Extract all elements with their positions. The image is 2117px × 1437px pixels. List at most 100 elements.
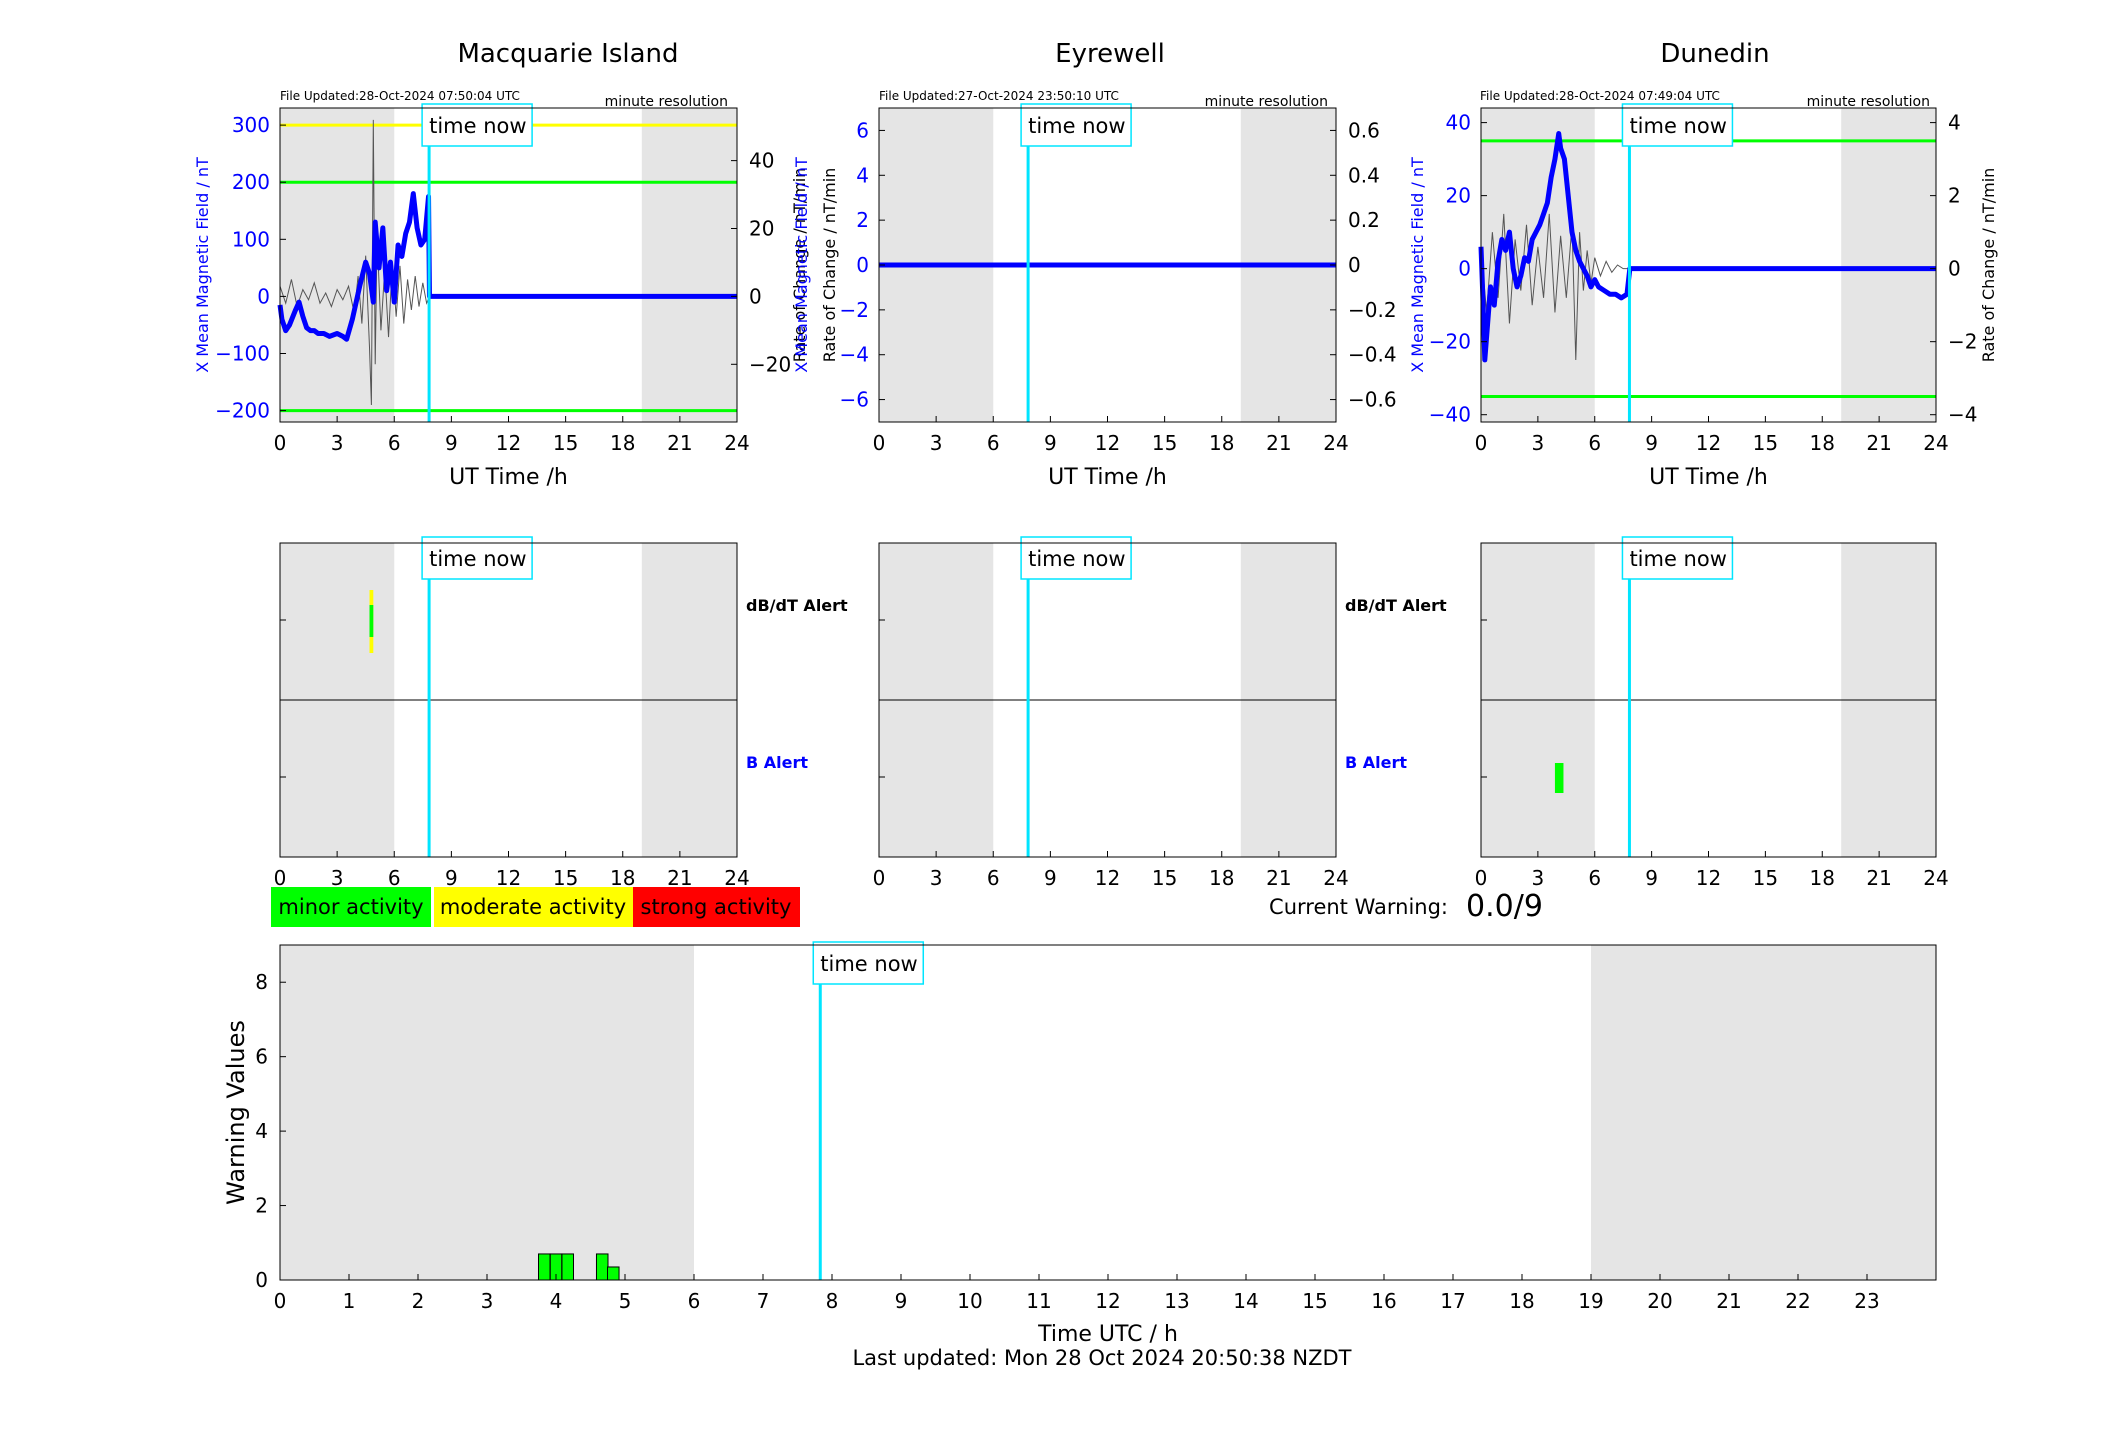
x-tick-label: 15 (553, 431, 578, 455)
y-tick-label: −40 (1429, 403, 1471, 427)
time-now-callout: time now (1020, 536, 1132, 580)
x-tick-label: 18 (610, 431, 635, 455)
time-now-callout: time now (1621, 103, 1734, 147)
x-tick-label: 15 (553, 866, 578, 890)
y-tick-label: −200 (215, 399, 270, 423)
x-tick-label: 18 (1209, 431, 1234, 455)
x-tick-label: 0 (1475, 431, 1488, 455)
y2-tick-label: 0 (1948, 257, 1961, 281)
x-tick-label: 18 (1810, 431, 1835, 455)
x-tick-label: 24 (1923, 431, 1948, 455)
eyrewell-alert-panel: time now 0 3 6 9 12 15 18 21 24 dB/dT Alert B Al… (873, 536, 1447, 890)
dunedin-alert-panel: time now 0 3 6 9 12 15 18 21 24 (1475, 536, 1949, 890)
current-warning-label: Current Warning: (1269, 895, 1448, 919)
y-tick-label: −2 (840, 298, 869, 322)
x-tick-label: 7 (757, 1289, 770, 1313)
legend-strong-label: strong activity (641, 895, 792, 919)
x-tick-label: 18 (610, 866, 635, 890)
y2-tick-label: −2 (1948, 330, 1977, 354)
y-tick-label: 40 (1446, 111, 1471, 135)
y-tick-label: 2 (856, 208, 869, 232)
x-tick-label: 9 (445, 866, 458, 890)
x-tick-label: 17 (1440, 1289, 1465, 1313)
x-tick-label: 0 (274, 1289, 287, 1313)
x-axis-label: UT Time /h (1649, 465, 1768, 490)
x-tick-label: 0 (274, 866, 287, 890)
x-tick-label: 12 (1696, 866, 1721, 890)
y2-tick-label: −0.4 (1348, 343, 1397, 367)
y-tick-label: 0 (1458, 257, 1471, 281)
rate-of-change-series (279, 119, 430, 406)
x-tick-label: 0 (274, 431, 287, 455)
time-now-label: time now (1629, 114, 1726, 138)
legend-strong-swatch (633, 887, 800, 927)
x-tick-label: 15 (1753, 866, 1778, 890)
current-warning-value: 0.0/9 (1466, 889, 1543, 924)
x-tick-label: 9 (895, 1289, 908, 1313)
warning-bar (538, 1253, 551, 1281)
resolution-label: minute resolution (1807, 94, 1930, 110)
x-tick-label: 18 (1509, 1289, 1534, 1313)
x-tick-label: 9 (1645, 866, 1658, 890)
y-tick-label: −4 (840, 343, 869, 367)
x-tick-label: 6 (388, 431, 401, 455)
x-tick-label: 9 (1044, 431, 1057, 455)
x-tick-label: 6 (987, 866, 1000, 890)
x-tick-label: 3 (1532, 431, 1545, 455)
x-tick-label: 2 (412, 1289, 425, 1313)
y-tick-label: 0 (257, 284, 270, 308)
legend-minor-swatch (271, 887, 431, 927)
x-field-series (1478, 131, 1936, 363)
last-updated-label: Last updated: Mon 28 Oct 2024 20:50:38 N… (852, 1346, 1351, 1370)
x-tick-label: 12 (1696, 431, 1721, 455)
time-now-callout: time now (421, 103, 533, 147)
x-tick-label: 5 (619, 1289, 632, 1313)
night-shade-band (641, 108, 737, 422)
legend-moderate-label: moderate activity (440, 895, 626, 919)
time-now-callout: time now (421, 536, 533, 580)
time-now-label: time now (429, 547, 526, 571)
y-tick-label: 20 (1446, 184, 1471, 208)
y2-tick-label: −20 (749, 352, 791, 376)
x-tick-label: 21 (667, 431, 692, 455)
time-now-callout: time now (812, 941, 925, 985)
dbdt-alert-label: dB/dT Alert (746, 596, 848, 615)
y2-tick-label: 0.6 (1348, 118, 1380, 142)
legend-minor-label: minor activity (278, 895, 423, 919)
x-tick-label: 9 (1645, 431, 1658, 455)
x-tick-label: 22 (1785, 1289, 1810, 1313)
x-tick-label: 24 (724, 431, 749, 455)
x-tick-label: 6 (1588, 431, 1601, 455)
legend-moderate-swatch (434, 887, 633, 927)
y-tick-label: 6 (255, 1045, 268, 1069)
time-now-callout: time now (1020, 103, 1132, 147)
x-tick-label: 24 (1923, 866, 1948, 890)
night-shade-band (1841, 108, 1936, 422)
x-tick-label: 11 (1026, 1289, 1051, 1313)
y2-axis-label: Rate of Change / nT/min (820, 168, 839, 363)
x-tick-label: 21 (1716, 1289, 1741, 1313)
x-tick-label: 6 (688, 1289, 701, 1313)
x-tick-label: 12 (496, 866, 521, 890)
x-axis-label: Time UTC / h (1037, 1322, 1178, 1347)
y2-axis-label: Rate of Change / nT/min (1979, 168, 1998, 363)
x-tick-label: 8 (826, 1289, 839, 1313)
x-tick-label: 6 (1588, 866, 1601, 890)
y2-axis-label: Rate of Change / nT/min (790, 168, 809, 363)
y2-tick-label: 0.2 (1348, 208, 1380, 232)
y-tick-label: 6 (856, 118, 869, 142)
x-tick-label: 24 (724, 866, 749, 890)
station-title: Eyrewell (1055, 39, 1165, 69)
x-tick-label: 12 (1095, 866, 1120, 890)
macquarie-field-plot: Macquarie Island File Updated:28-Oct-202… (193, 39, 809, 490)
warning-bar (607, 1266, 620, 1281)
x-tick-label: 23 (1854, 1289, 1879, 1313)
x-tick-label: 0 (873, 431, 886, 455)
x-tick-label: 14 (1233, 1289, 1258, 1313)
activity-legend: minor activity moderate activity strong … (271, 887, 800, 927)
dbdt-alert-event-inner (369, 605, 374, 637)
station-title: Dunedin (1660, 39, 1769, 69)
dunedin-field-plot: Dunedin File Updated:28-Oct-2024 07:49:0… (1408, 39, 1998, 490)
x-tick-label: 21 (1266, 431, 1291, 455)
